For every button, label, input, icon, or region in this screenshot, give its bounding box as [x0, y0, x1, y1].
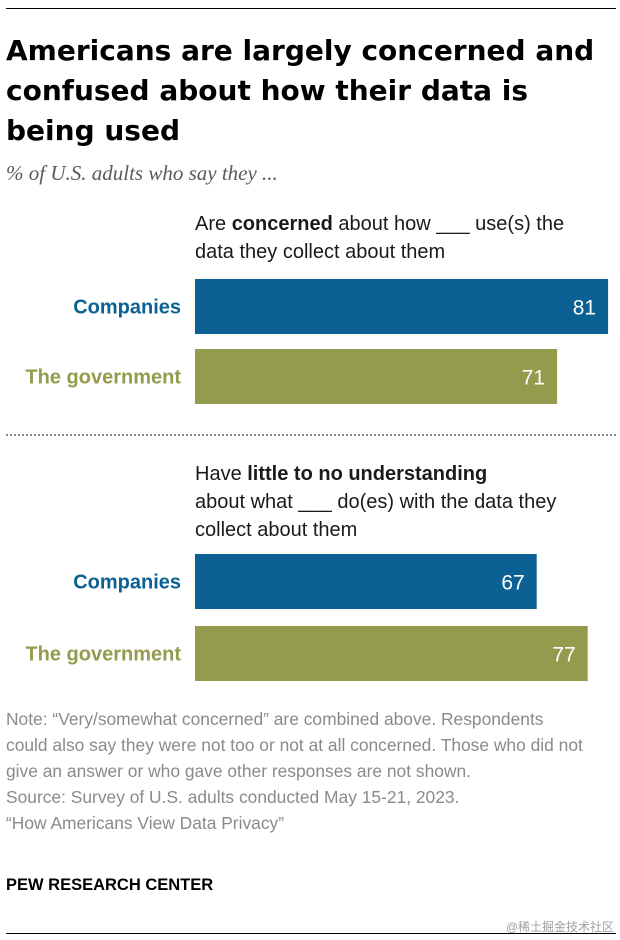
category-label: Companies [73, 572, 181, 594]
chart-note: Note: “Very/somewhat concerned” are comb… [6, 706, 586, 836]
category-label: The government [25, 644, 181, 666]
panel-1-title-post: about how ___ use(s) the data they colle… [195, 213, 565, 263]
panel-divider [6, 434, 616, 436]
panel-2-title-pre: Have [195, 463, 248, 485]
bottom-rule [6, 933, 616, 934]
value-label: 77 [552, 644, 575, 667]
bar-1-companies [195, 279, 609, 334]
bar-2-companies [195, 554, 537, 609]
watermark: @稀土掘金技术社区 [505, 920, 614, 934]
bar-1-the-government [195, 349, 558, 404]
value-label: 67 [501, 572, 524, 595]
chart-subtitle: % of U.S. adults who say they ... [6, 161, 278, 185]
pew-logo-text: PEW RESEARCH CENTER [6, 876, 214, 894]
panel-2-title: Have little to no understanding about wh… [195, 460, 605, 544]
panel-2-title-emphasis: little to no understanding [247, 463, 488, 485]
category-label: Companies [73, 297, 181, 319]
value-label: 71 [522, 367, 545, 390]
panel-1-title-pre: Are [195, 213, 232, 235]
top-rule [6, 8, 616, 9]
source-text: Source: Survey of U.S. adults conducted … [6, 787, 460, 807]
report-title: “How Americans View Data Privacy” [6, 813, 285, 833]
panel-2-title-post: about what ___ do(es) with the data they… [195, 491, 557, 541]
panel-1-title-emphasis: concerned [231, 213, 333, 235]
category-label: The government [25, 367, 181, 389]
value-label: 81 [573, 297, 596, 320]
chart-title: Americans are largely concerned and conf… [6, 34, 595, 147]
note-text: Note: “Very/somewhat concerned” are comb… [6, 709, 583, 781]
bar-2-the-government [195, 626, 588, 681]
panel-1-title: Are concerned about how ___ use(s) the d… [195, 210, 605, 266]
